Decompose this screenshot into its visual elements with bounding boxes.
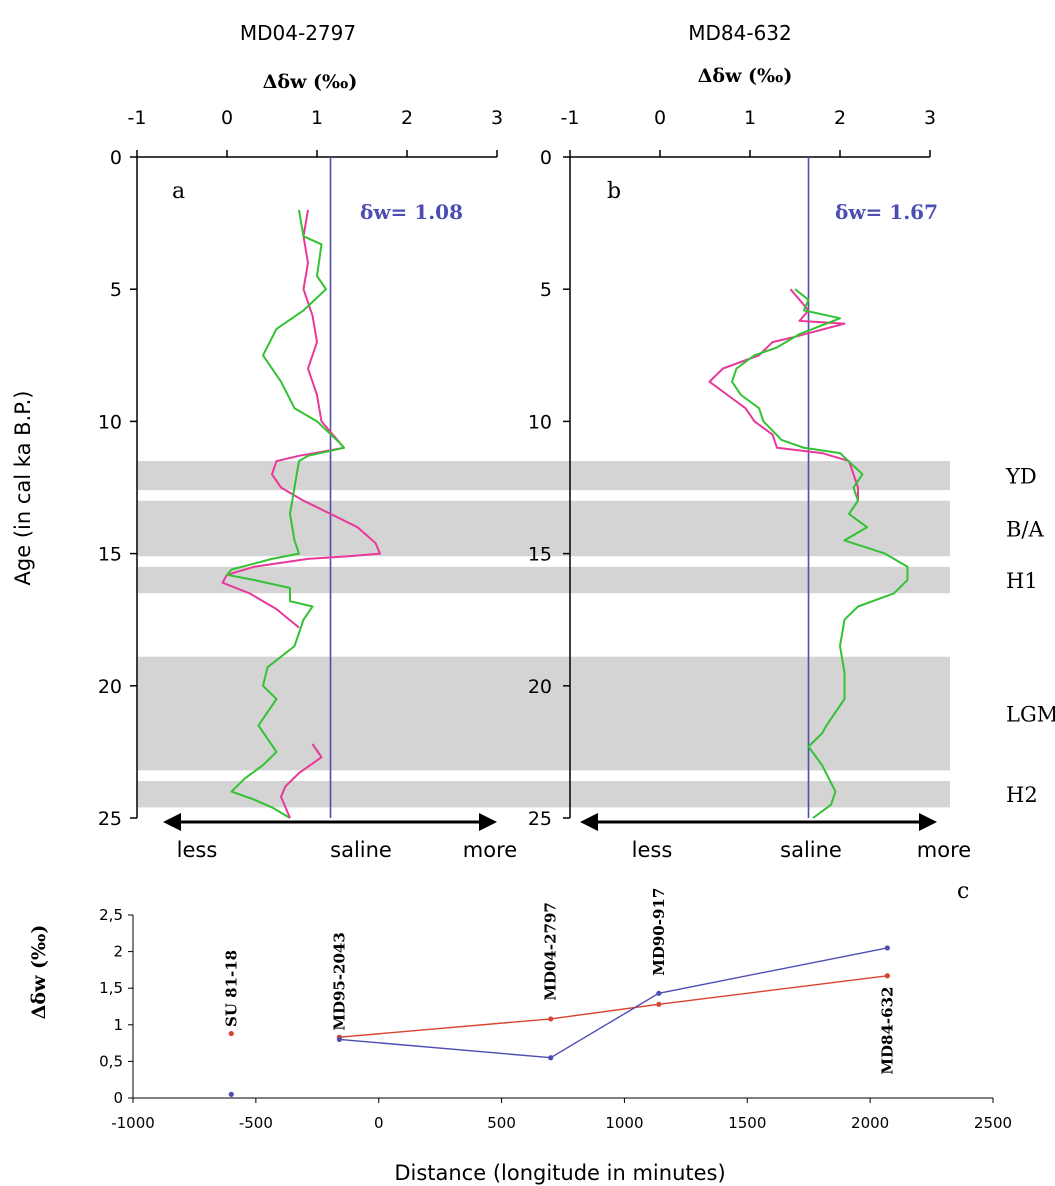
c-series-line-red: [339, 975, 888, 1038]
series-line-green-1: [226, 209, 345, 819]
c-site-label: MD84-632: [878, 987, 896, 1075]
series-line-pink-0: [221, 209, 381, 629]
arrow-head-right: [919, 813, 937, 831]
panel-c-x-axis-label: Distance (longitude in minutes): [394, 1161, 725, 1185]
arrow-head-left: [163, 813, 181, 831]
c-site-label: MD04-2797: [542, 902, 560, 1000]
c-point-blue: [548, 1055, 554, 1061]
panel-b: -1 0 1 2 3 0 5 10 15 20 25: [528, 107, 936, 830]
panel-a: -1 0 1 2 3 0 5 10 15 20 25: [98, 107, 503, 830]
c-y-tick-label: 0,5: [99, 1052, 123, 1070]
y-tick-label: 20: [528, 676, 552, 698]
y-tick-label: 10: [98, 411, 122, 433]
c-x-tick-label: 0: [374, 1114, 384, 1132]
panel-b-reference-label: δw= 1.67: [835, 200, 938, 224]
c-point-blue: [228, 1091, 234, 1097]
event-label-lgm: LGM: [1006, 703, 1055, 727]
c-point-blue: [336, 1036, 342, 1043]
arrow-label-saline: saline: [780, 838, 842, 862]
c-y-tick-label: 1,5: [99, 979, 123, 997]
series-line-pink-0: [708, 288, 859, 501]
x-tick-label: 0: [221, 107, 233, 129]
y-tick-label: 15: [528, 544, 552, 566]
c-point-red: [656, 1001, 662, 1007]
c-y-tick-label: 1: [113, 1016, 123, 1034]
c-point-blue: [884, 945, 890, 951]
panel-a-letter: a: [172, 179, 185, 204]
event-band-ba: [137, 500, 950, 557]
c-x-tick-label: 2000: [851, 1114, 889, 1132]
y-tick-label: 5: [110, 279, 122, 301]
event-label-ba: B/A: [1006, 517, 1045, 541]
panel-a-x-axis-label: Δδw (‰): [263, 71, 358, 93]
arrow-label-more: more: [463, 838, 517, 862]
y-tick-label: 0: [540, 147, 552, 169]
panel-c: 0 0,5 1 1,5 2 2,5 -1000 -500 0 500 1000 1500 2000 250…: [99, 888, 1012, 1132]
series-line-green-1: [731, 288, 909, 819]
y-tick-label: 25: [98, 808, 122, 830]
y-tick-label: 15: [98, 544, 122, 566]
x-tick-label: 0: [654, 107, 666, 129]
x-tick-label: 2: [401, 107, 413, 129]
c-x-tick-label: -500: [239, 1114, 273, 1132]
c-x-tick-label: -1000: [111, 1114, 155, 1132]
x-tick-label: 3: [491, 107, 503, 129]
c-point-red: [884, 973, 890, 979]
event-band-h1: [137, 566, 950, 594]
c-point-red: [228, 1030, 234, 1037]
y-tick-label: 25: [528, 808, 552, 830]
event-label-h1: H1: [1006, 569, 1038, 593]
age-axis-title: Age (in cal ka B.P.): [11, 391, 35, 586]
panel-b-core-title: MD84-632: [688, 21, 792, 45]
c-x-tick-label: 1500: [728, 1114, 766, 1132]
x-tick-label: 3: [924, 107, 936, 129]
x-tick-label: 2: [834, 107, 846, 129]
c-point-red: [548, 1016, 554, 1022]
arrow-label-less: less: [177, 838, 218, 862]
x-tick-label: 1: [744, 107, 756, 129]
x-tick-label: -1: [128, 107, 147, 129]
y-tick-label: 10: [528, 411, 552, 433]
c-y-tick-label: 2,5: [99, 906, 123, 924]
event-label-h2: H2: [1006, 783, 1038, 807]
arrow-head-right: [479, 813, 497, 831]
panel-b-x-axis-label: Δδw (‰): [698, 65, 793, 87]
y-tick-label: 20: [98, 676, 122, 698]
series-line-pink-2: [280, 743, 323, 819]
c-site-label: SU 81-18: [222, 950, 240, 1027]
arrow-label-saline: saline: [330, 838, 392, 862]
c-y-tick-label: 0: [113, 1089, 123, 1107]
c-x-tick-label: 500: [487, 1114, 516, 1132]
arrow-label-less: less: [632, 838, 673, 862]
c-point-blue: [656, 990, 662, 996]
x-tick-label: -1: [561, 107, 580, 129]
panel-a-core-title: MD04-2797: [240, 21, 356, 45]
c-series-line-blue: [339, 947, 888, 1059]
x-tick-label: 1: [311, 107, 323, 129]
c-x-tick-label: 1000: [605, 1114, 643, 1132]
event-band-h2: [137, 780, 950, 808]
event-band-lgm: [137, 656, 950, 771]
panel-b-salinity-arrow: less saline more: [580, 813, 971, 862]
event-bands: [137, 461, 950, 808]
c-site-label: MD95-2043: [330, 932, 348, 1030]
panel-c-letter: c: [957, 879, 969, 904]
y-tick-label: 0: [110, 147, 122, 169]
c-x-tick-label: 2500: [974, 1114, 1012, 1132]
panel-b-letter: b: [607, 179, 621, 204]
y-tick-label: 5: [540, 279, 552, 301]
c-site-label: MD90-917: [650, 888, 668, 976]
arrow-head-left: [580, 813, 598, 831]
panel-a-salinity-arrow: less saline more: [163, 813, 517, 862]
event-labels: YD B/A H1 LGM H2: [1005, 465, 1055, 808]
arrow-label-more: more: [917, 838, 971, 862]
panel-a-reference-label: δw= 1.08: [360, 200, 463, 224]
event-label-yd: YD: [1005, 465, 1037, 489]
panel-c-y-axis-label: Δδw (‰): [28, 925, 50, 1020]
event-band-yd: [137, 461, 950, 491]
c-y-tick-label: 2: [113, 943, 123, 961]
